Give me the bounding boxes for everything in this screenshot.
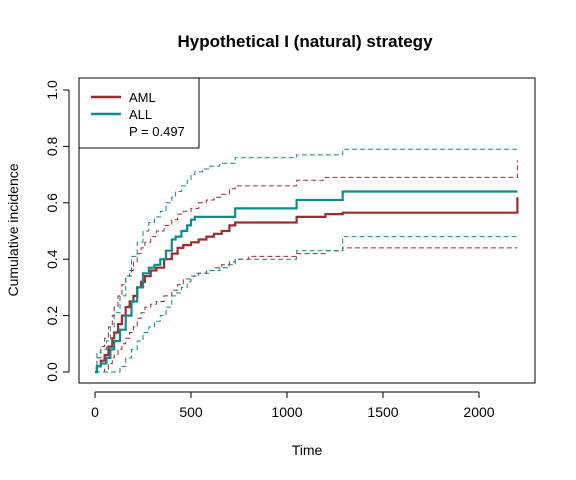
- y-axis: 0.0 0.2 0.4 0.6 0.8 1.0: [44, 80, 70, 382]
- all-incidence-line: [95, 190, 518, 374]
- x-tick-label: 0: [91, 404, 99, 420]
- plot-frame: [78, 77, 536, 384]
- x-tick-label: 2000: [463, 404, 494, 420]
- all-ci-upper-line: [95, 148, 518, 373]
- legend: AML ALL P = 0.497: [78, 77, 200, 149]
- legend-label-all: ALL: [129, 107, 152, 122]
- x-tick-label: 500: [179, 404, 203, 420]
- y-tick-label: 0.0: [44, 362, 60, 382]
- x-tick-label: 1000: [271, 404, 302, 420]
- legend-label-aml: AML: [129, 90, 156, 105]
- y-axis-label: Cumulative incidence: [5, 163, 21, 296]
- all-ci-lower-line: [95, 236, 518, 373]
- y-tick-label: 0.2: [44, 306, 60, 326]
- legend-p-value: P = 0.497: [129, 124, 185, 139]
- y-tick-label: 0.4: [44, 249, 60, 269]
- y-tick-label: 1.0: [44, 80, 60, 100]
- aml-incidence-line: [95, 197, 519, 374]
- x-axis: 0 500 1000 1500 2000: [91, 391, 495, 420]
- aml-ci-upper-line: [95, 160, 518, 373]
- y-tick-label: 0.8: [44, 136, 60, 156]
- chart-title: Hypothetical I (natural) strategy: [177, 32, 433, 51]
- series-layer: [95, 148, 519, 374]
- aml-ci-lower-line: [95, 247, 518, 373]
- x-axis-label: Time: [292, 442, 323, 458]
- x-tick-label: 1500: [367, 404, 398, 420]
- y-tick-label: 0.6: [44, 193, 60, 213]
